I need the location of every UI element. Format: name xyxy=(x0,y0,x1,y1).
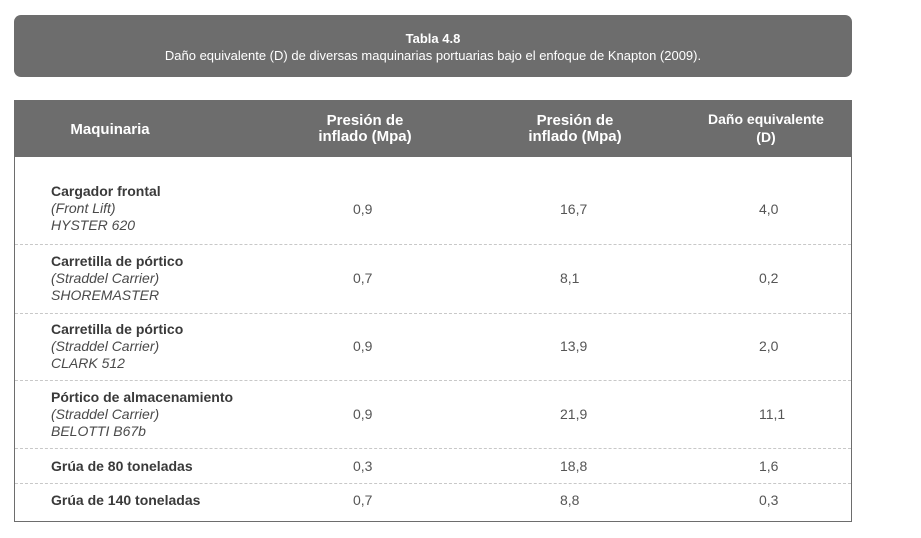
caption-subtitle: Daño equivalente (D) de diversas maquina… xyxy=(164,48,702,63)
row-presion-1: 0,3 xyxy=(353,458,373,474)
table-row: Cargador frontal (Front Lift) HYSTER 620… xyxy=(15,173,851,243)
row-presion-2: 8,8 xyxy=(560,492,580,508)
row-dano: 1,6 xyxy=(759,458,779,474)
data-table: Maquinaria Presión de inflado (Mpa) Pres… xyxy=(14,100,852,522)
table-row: Grúa de 80 toneladas 0,3 18,8 1,6 xyxy=(15,448,851,483)
row-name-cell: Grúa de 80 toneladas xyxy=(51,458,193,475)
row-presion-2: 18,8 xyxy=(560,458,588,474)
header-presion-2-line1: Presión de xyxy=(536,112,614,129)
row-model: CLARK 512 xyxy=(51,355,125,371)
row-presion-1: 0,7 xyxy=(353,492,373,508)
row-subtitle: (Straddel Carrier) xyxy=(51,406,160,422)
header-maquinaria: Maquinaria xyxy=(70,121,150,138)
header-presion-2-line2: inflado (Mpa) xyxy=(528,128,622,145)
row-presion-2: 8,1 xyxy=(560,270,580,286)
caption-title: Tabla 4.8 xyxy=(405,31,461,46)
header-dano-line2: (D) xyxy=(756,129,776,145)
row-model: BELOTTI B67b xyxy=(51,423,146,439)
row-presion-1: 0,9 xyxy=(353,406,373,422)
header-presion-2: Presión de inflado (Mpa) xyxy=(495,113,655,145)
row-name: Carretilla de pórtico xyxy=(51,321,184,337)
row-model: HYSTER 620 xyxy=(51,217,136,233)
header-dano-line1: Daño equivalente xyxy=(708,111,824,127)
row-subtitle: (Straddel Carrier) xyxy=(51,270,160,286)
row-name: Carretilla de pórtico xyxy=(51,253,184,269)
header-presion-1-line1: Presión de xyxy=(326,112,404,129)
row-name-cell: Grúa de 140 toneladas xyxy=(51,492,200,509)
row-presion-2: 21,9 xyxy=(560,406,588,422)
row-model: SHOREMASTER xyxy=(51,287,160,303)
row-presion-1: 0,7 xyxy=(353,270,373,286)
row-subtitle: (Straddel Carrier) xyxy=(51,338,160,354)
row-name-cell: Carretilla de pórtico (Straddel Carrier)… xyxy=(51,253,183,304)
table-row: Pórtico de almacenamiento (Straddel Carr… xyxy=(15,380,851,448)
row-dano: 11,1 xyxy=(759,406,786,422)
header-presion-1: Presión de inflado (Mpa) xyxy=(285,113,445,145)
table-row: Carretilla de pórtico (Straddel Carrier)… xyxy=(15,244,851,313)
row-name: Grúa de 140 toneladas xyxy=(51,492,201,508)
table-caption: Tabla 4.8 Daño equivalente (D) de divers… xyxy=(14,15,852,77)
row-name: Pórtico de almacenamiento xyxy=(51,389,234,405)
header-presion-1-line2: inflado (Mpa) xyxy=(318,128,412,145)
row-presion-2: 13,9 xyxy=(560,338,588,354)
row-name-cell: Cargador frontal (Front Lift) HYSTER 620 xyxy=(51,183,161,234)
row-name-cell: Carretilla de pórtico (Straddel Carrier)… xyxy=(51,321,183,372)
header-dano: Daño equivalente (D) xyxy=(681,110,851,146)
row-subtitle: (Front Lift) xyxy=(51,200,116,216)
row-presion-1: 0,9 xyxy=(353,338,373,354)
table-row: Carretilla de pórtico (Straddel Carrier)… xyxy=(15,313,851,380)
row-dano: 2,0 xyxy=(759,338,779,354)
row-presion-2: 16,7 xyxy=(560,201,588,217)
table-header: Maquinaria Presión de inflado (Mpa) Pres… xyxy=(15,101,851,157)
row-name: Grúa de 80 toneladas xyxy=(51,458,193,474)
row-presion-1: 0,9 xyxy=(353,201,373,217)
row-name: Cargador frontal xyxy=(51,183,161,199)
row-name-cell: Pórtico de almacenamiento (Straddel Carr… xyxy=(51,389,233,440)
row-dano: 0,3 xyxy=(759,492,779,508)
row-dano: 0,2 xyxy=(759,270,779,286)
table-row: Grúa de 140 toneladas 0,7 8,8 0,3 xyxy=(15,483,851,520)
row-dano: 4,0 xyxy=(759,201,779,217)
